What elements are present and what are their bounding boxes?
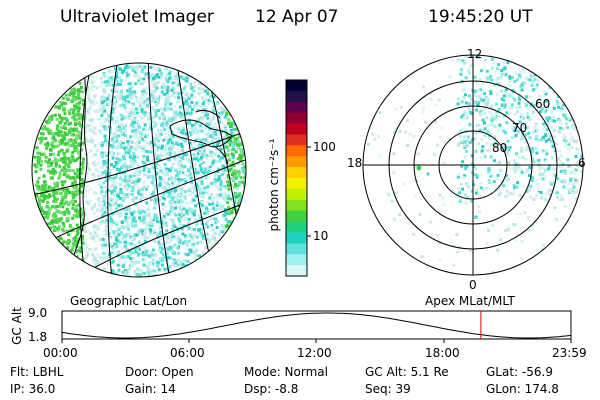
- time-tick-0000: 00:00: [43, 346, 78, 360]
- altitude-plot: [61, 310, 572, 343]
- info-gain: Gain: 14: [125, 382, 176, 396]
- magnetic-polar-plot: [362, 54, 584, 276]
- mlt-label-0: 0: [469, 278, 477, 292]
- info-gc-alt: GC Alt: 5.1 Re: [365, 365, 449, 379]
- date-label: 12 Apr 07: [255, 7, 339, 27]
- geographic-image: [31, 62, 247, 278]
- colorbar-tick-100: 100: [313, 140, 336, 154]
- lat-lon-grid: [32, 63, 246, 277]
- time-tick-0600: 06:00: [170, 346, 205, 360]
- colorbar-tick-10: 10: [313, 229, 329, 243]
- altitude-ymax-label: 9.0: [28, 306, 48, 320]
- mlt-label-12: 12: [467, 47, 483, 61]
- info-mode: Mode: Normal: [244, 365, 328, 379]
- colorbar-unit-label: photon cm⁻²s⁻¹: [267, 138, 281, 232]
- altitude-ymin-label: 1.8: [28, 330, 48, 344]
- time-tick-2359: 23:59: [552, 346, 587, 360]
- time-tick-1200: 12:00: [297, 346, 332, 360]
- info-dsp: Dsp: -8.8: [244, 382, 299, 396]
- intensity-colorbar: [286, 80, 307, 277]
- lat-label-60: 60: [535, 97, 551, 111]
- mlt-label-18: 18: [347, 156, 363, 170]
- lat-label-80: 80: [492, 141, 508, 155]
- info-glat: GLat: -56.9: [486, 365, 553, 379]
- polar-plot-title: Apex MLat/MLT: [425, 294, 515, 308]
- info-filter: Flt: LBHL: [10, 365, 64, 379]
- geographic-plot-title: Geographic Lat/Lon: [70, 294, 188, 308]
- time-label: 19:45:20 UT: [428, 7, 533, 27]
- time-tick-1800: 18:00: [425, 346, 460, 360]
- info-door: Door: Open: [125, 365, 194, 379]
- info-glon: GLon: 174.8: [486, 382, 559, 396]
- info-seq: Seq: 39: [365, 382, 411, 396]
- altitude-axis-label: GC Alt: [10, 307, 24, 345]
- mlt-label-6: 6: [578, 156, 586, 170]
- app-title: Ultraviolet Imager: [60, 7, 214, 27]
- lat-label-70: 70: [512, 121, 528, 135]
- info-ip: IP: 36.0: [10, 382, 56, 396]
